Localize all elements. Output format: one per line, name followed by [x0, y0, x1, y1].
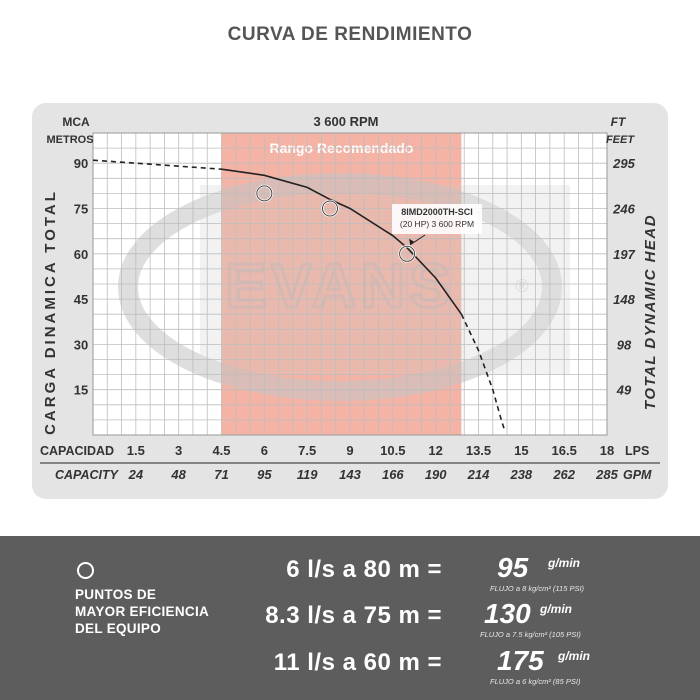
plot-border: [92, 132, 608, 436]
efficiency-point: [399, 245, 416, 262]
annotation-model: 8IMD2000TH-SCI: [401, 207, 473, 217]
equation-value: 130: [484, 598, 531, 629]
x-axis-secondary-tick-label: 95: [257, 467, 272, 482]
x-axis-secondary-tick-label: 48: [170, 467, 186, 482]
page-title: CURVA DE RENDIMIENTO: [227, 24, 473, 45]
x-axis-secondary-tick-label: 285: [595, 467, 618, 482]
x-axis-tick-label: 16.5: [552, 443, 577, 458]
equation-lhs: 11 l/s a 60 m =: [273, 649, 442, 676]
left-axis-tick-label: 90: [74, 156, 88, 171]
curve-dashed-start: [92, 159, 222, 170]
equation-value: 175: [497, 645, 544, 676]
x-axis-secondary-tick-label: 119: [297, 467, 318, 482]
left-axis-tick-label: 15: [74, 383, 88, 398]
x-axis-tick-label: 12: [428, 443, 442, 458]
x-axis-tick-label: 13.5: [466, 443, 491, 458]
equation-unit: g/min: [548, 556, 580, 570]
x-axis-tick-label: 3: [175, 443, 182, 458]
legend-line: PUNTOS DE: [75, 587, 157, 602]
annotation-arrowhead: [409, 238, 415, 245]
x-axis-tick-label: 9: [346, 443, 353, 458]
left-axis-tick-label: 60: [74, 247, 88, 262]
curve-dashed-end: [460, 313, 505, 430]
x-axis-secondary-tick-label: 143: [339, 467, 361, 482]
x-axis-secondary-tick-label: 190: [425, 467, 447, 482]
left-axis-unit-bottom: METROS: [46, 134, 93, 146]
equation-note: FLUJO a 7.5 kg/cm² (105 PSI): [480, 630, 581, 639]
rpm-label: 3 600 RPM: [313, 114, 378, 129]
x-axis-secondary-tick-label: 24: [128, 467, 144, 482]
equation-unit: g/min: [558, 649, 590, 663]
efficiency-legend-text: PUNTOS DE MAYOR EFICIENCIA DEL EQUIPO: [75, 586, 209, 637]
right-axis-tick-label: 148: [613, 292, 635, 307]
evans-watermark: EVANS ®: [118, 173, 570, 401]
x-axis-tick-label: 1.5: [127, 443, 145, 458]
right-axis-unit-bottom: FEET: [606, 134, 635, 146]
equation-row: 6 l/s a 80 m = 95 g/min FLUJO a 8 kg/cm²…: [0, 552, 700, 606]
efficiency-point: [322, 200, 339, 217]
equation-lhs: 6 l/s a 80 m =: [286, 556, 442, 583]
equation-lhs: 8.3 l/s a 75 m =: [265, 602, 442, 629]
x-axis-tick-label: 18: [600, 443, 614, 458]
right-axis-tick-label: 98: [617, 337, 632, 352]
equation-note: FLUJO a 8 kg/cm² (115 PSI): [490, 584, 585, 593]
annotation-box: [392, 204, 482, 234]
right-axis-tick-label: 246: [612, 202, 635, 217]
left-axis-title: CARGA DINAMICA TOTAL: [42, 189, 59, 435]
x-axis-secondary-tick-label: 166: [382, 467, 404, 482]
equation-row: 8.3 l/s a 75 m = 130 g/min FLUJO a 7.5 k…: [0, 598, 700, 652]
efficiency-point: [256, 185, 273, 202]
right-axis-tick-label: 197: [613, 247, 635, 262]
left-axis-tick-label: 45: [74, 292, 88, 307]
x-axis-secondary-tick-label: 214: [467, 467, 490, 482]
efficiency-panel: PUNTOS DE MAYOR EFICIENCIA DEL EQUIPO 6 …: [0, 536, 700, 700]
grid: [92, 132, 608, 436]
equation-value: 95: [497, 552, 529, 583]
watermark-registered: ®: [515, 276, 528, 296]
legend-line: DEL EQUIPO: [75, 621, 162, 636]
x-axis-secondary-tick-label: 262: [552, 467, 575, 482]
watermark-ring: [118, 173, 562, 401]
equation-unit: g/min: [540, 602, 572, 616]
equation-row: 11 l/s a 60 m = 175 g/min FLUJO a 6 kg/c…: [0, 645, 700, 699]
x-axis-secondary-unit: GPM: [623, 468, 652, 482]
efficiency-point-legend-icon: [77, 562, 94, 579]
annotation-detail: (20 HP) 3 600 RPM: [400, 219, 474, 229]
watermark-text: EVANS: [225, 252, 454, 321]
x-axis-label: CAPACIDAD: [40, 444, 114, 458]
legend-line: MAYOR EFICIENCIA: [75, 604, 210, 619]
right-axis-tick-label: 49: [616, 383, 632, 398]
x-axis-tick-label: 15: [514, 443, 528, 458]
equation-note: FLUJO a 6 kg/cm² (85 PSI): [490, 677, 581, 686]
x-axis-secondary-tick-label: 238: [509, 467, 532, 482]
right-axis-tick-label: 295: [612, 156, 635, 171]
x-axis-secondary-tick-label: 71: [214, 467, 228, 482]
x-axis-tick-label: 6: [261, 443, 268, 458]
left-axis-unit-top: MCA: [62, 115, 90, 129]
x-axis-unit: LPS: [625, 444, 649, 458]
x-axis-tick-label: 4.5: [212, 443, 230, 458]
x-axis-tick-label: 10.5: [380, 443, 405, 458]
x-axis-tick-label: 7.5: [298, 443, 316, 458]
annotation-leader: [409, 234, 426, 246]
curve-solid: [221, 168, 463, 315]
x-axis-secondary-label: CAPACITY: [55, 468, 120, 482]
left-axis-tick-label: 75: [74, 202, 88, 217]
left-axis-tick-label: 30: [74, 337, 88, 352]
right-axis-unit-top: FT: [611, 115, 627, 129]
right-axis-title: TOTAL DYNAMIC HEAD: [642, 214, 659, 410]
